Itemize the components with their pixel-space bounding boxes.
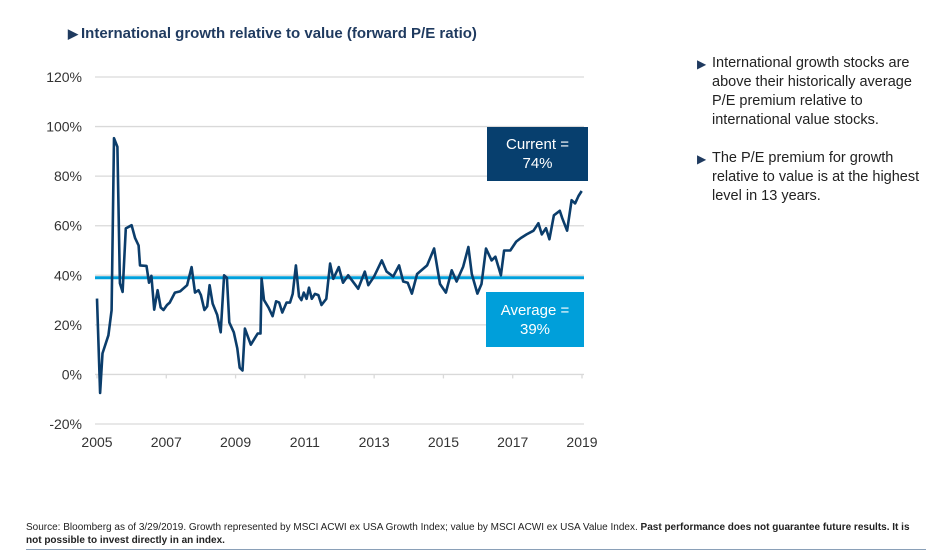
average-label: Average =: [500, 301, 570, 319]
current-label: Current =: [506, 136, 569, 153]
right-triangle-icon: ▶: [68, 26, 78, 41]
footer-divider: [26, 549, 926, 550]
y-tick-label: 20%: [54, 317, 82, 333]
gridlines: [95, 76, 584, 425]
y-tick-label: 120%: [46, 69, 82, 85]
right-triangle-icon: ▶: [697, 57, 707, 71]
average-callout: Average = 39%: [486, 292, 584, 347]
source-footnote: Source: Bloomberg as of 3/29/2019. Growt…: [26, 521, 926, 547]
y-tick-label: 80%: [54, 168, 82, 184]
y-tick-label: 40%: [54, 267, 82, 283]
x-tick-label: 2019: [566, 434, 597, 450]
x-tick-label: 2005: [81, 434, 112, 450]
x-tick-label: 2013: [359, 434, 390, 450]
y-tick-label: 60%: [54, 218, 82, 234]
x-tick-label: 2007: [151, 434, 182, 450]
y-tick-label: -20%: [49, 416, 82, 432]
x-tick-label: 2009: [220, 434, 251, 450]
chart-title-text: International growth relative to value (…: [81, 25, 477, 42]
current-value: 74%: [522, 155, 553, 172]
bullet-text: The P/E premium for growth relative to v…: [712, 150, 920, 204]
average-value: 39%: [519, 320, 551, 338]
source-text: Source: Bloomberg as of 3/29/2019. Growt…: [26, 522, 641, 533]
series-line: [95, 136, 583, 395]
x-tick-label: 2011: [290, 434, 320, 450]
y-tick-label: 0%: [62, 366, 82, 382]
x-tick-label: 2017: [497, 434, 528, 450]
x-tick-label: 2015: [428, 434, 459, 450]
chart-title: ▶ International growth relative to value …: [68, 25, 477, 42]
y-axis: -20% 0% 20% 40% 60% 80% 100% 120%: [46, 69, 82, 432]
key-points: ▶ International growth stocks are above t…: [697, 54, 937, 225]
x-axis: 2005 2007 2009 2011 2013 2015 2017 2019: [81, 374, 598, 450]
right-triangle-icon: ▶: [697, 152, 707, 166]
bullet-text: International growth stocks are above th…: [712, 55, 912, 128]
y-tick-label: 100%: [46, 119, 82, 135]
disclaimer-text: Past performance does not guarantee futu…: [26, 522, 910, 546]
current-callout: Current = 74%: [487, 127, 588, 181]
bullet-item: ▶ International growth stocks are above t…: [697, 54, 937, 130]
bullet-item: ▶ The P/E premium for growth relative to …: [697, 149, 937, 206]
